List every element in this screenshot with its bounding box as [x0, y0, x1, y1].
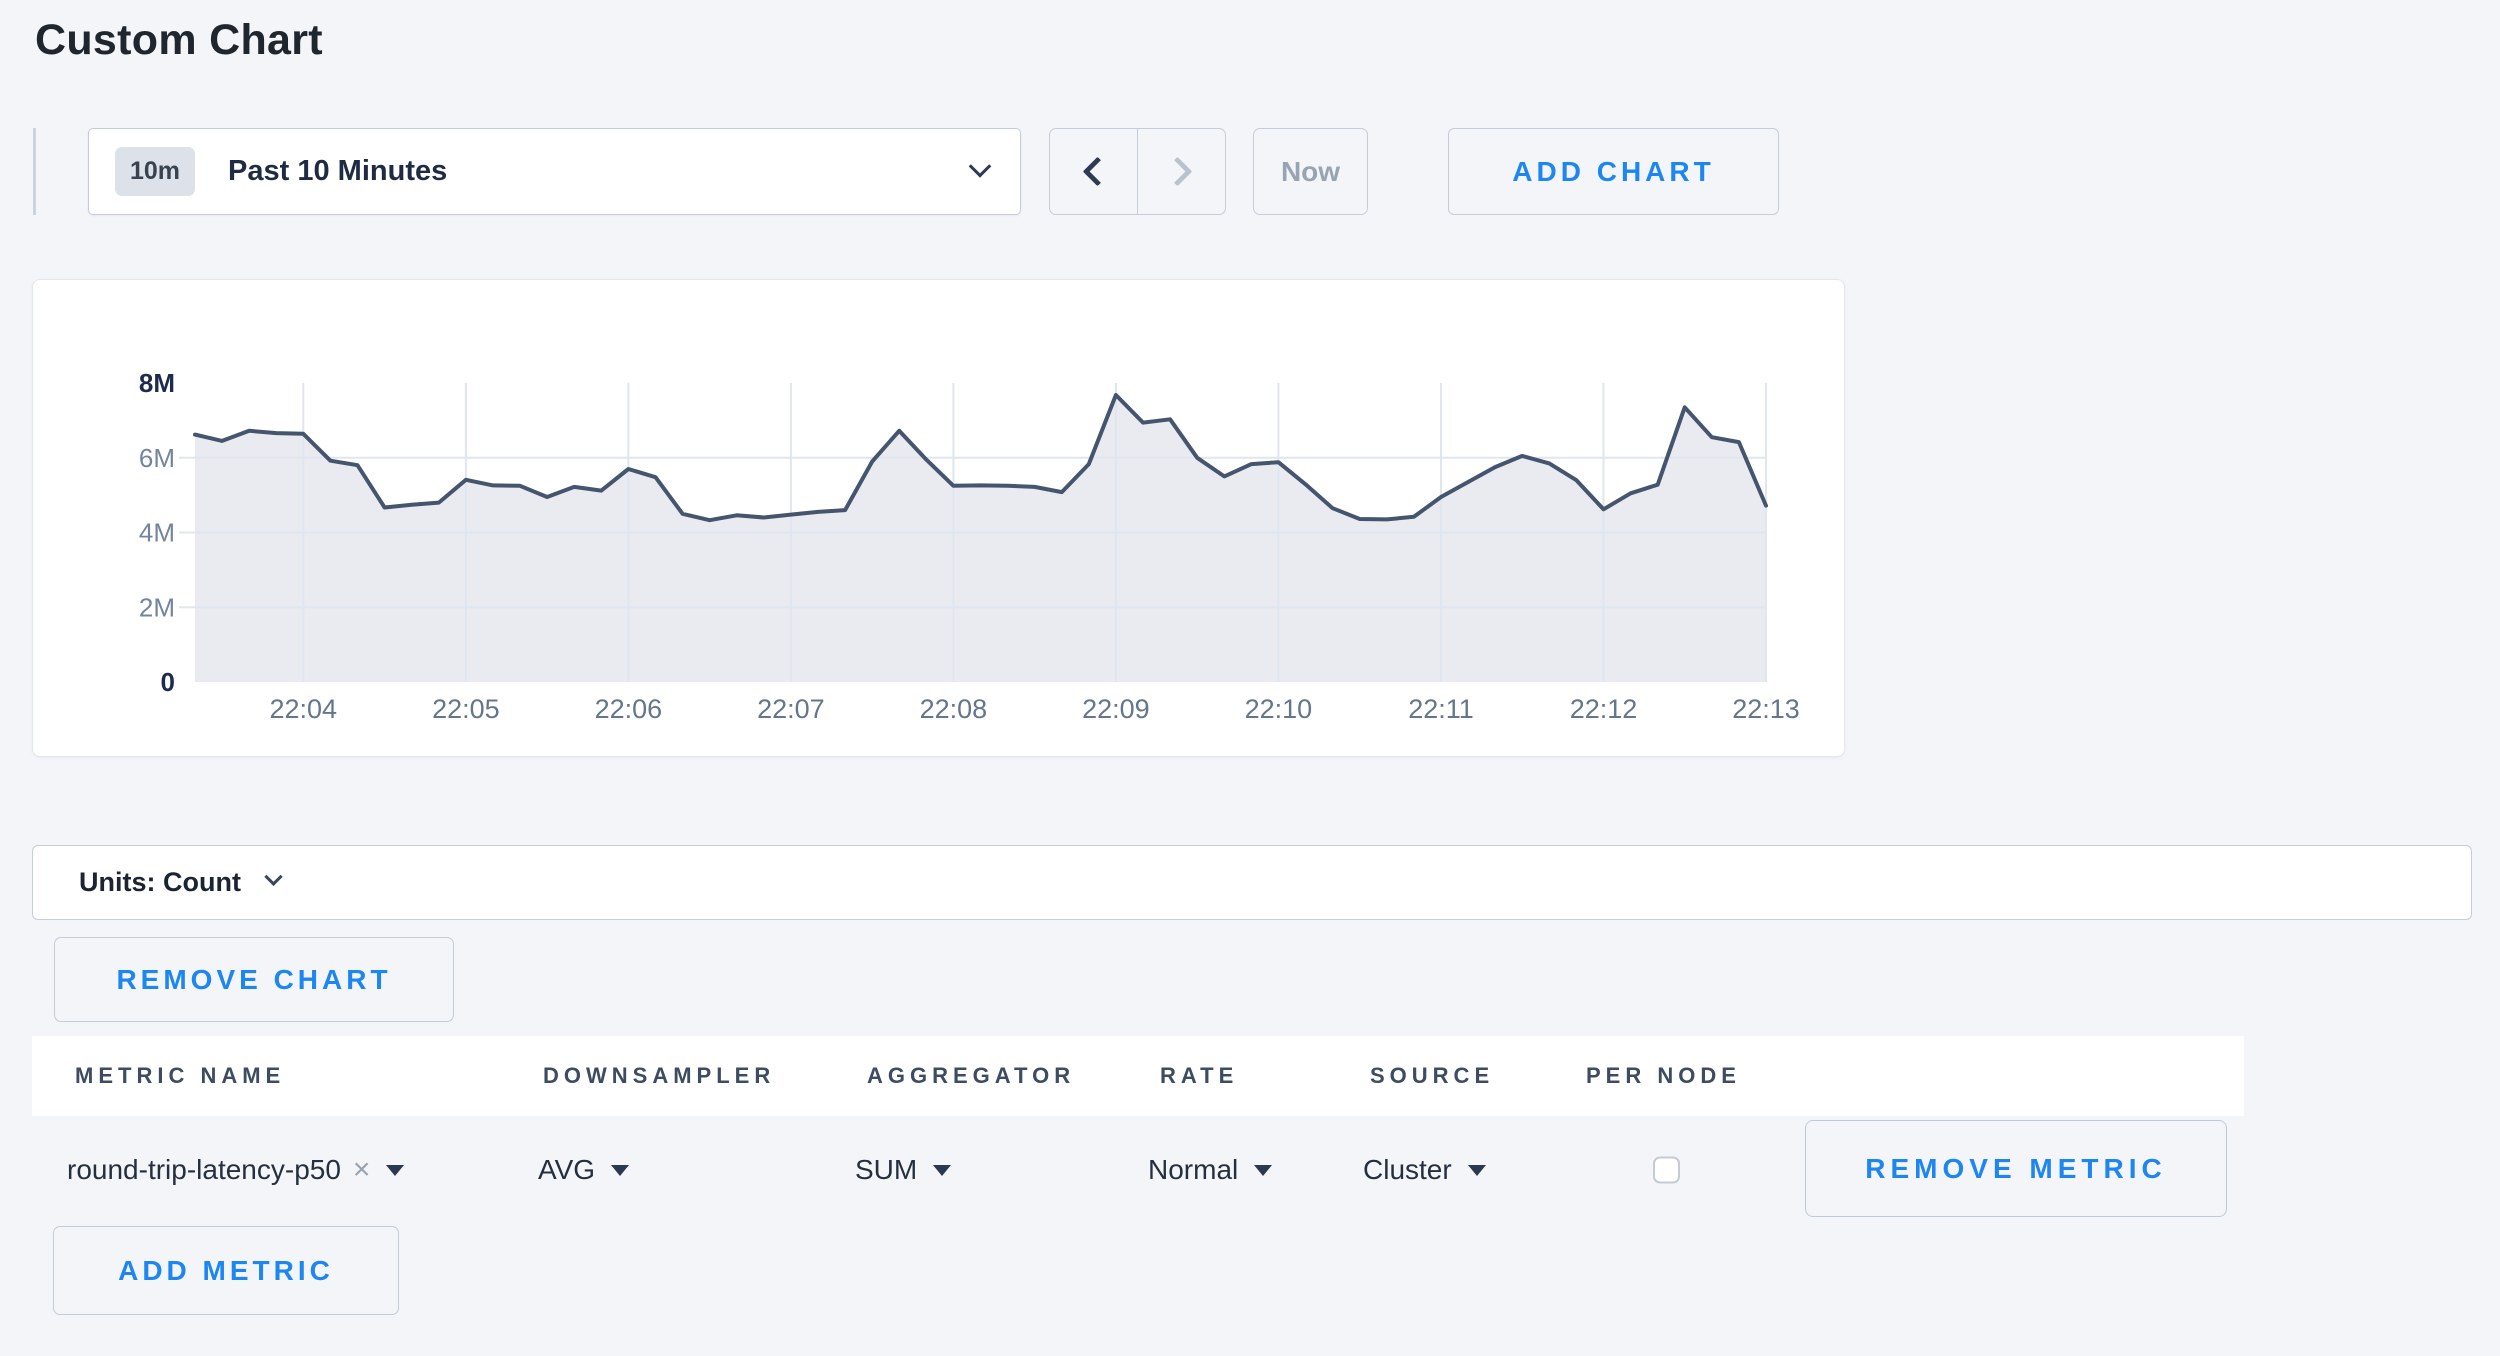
x-axis-tick-label: 22:09	[1082, 694, 1150, 724]
rate-value: Normal	[1148, 1154, 1239, 1185]
x-axis-tick-label: 22:07	[757, 694, 825, 724]
time-range-dropdown[interactable]: 10m Past 10 Minutes	[88, 128, 1021, 215]
x-axis-tick-label: 22:11	[1408, 694, 1474, 724]
caret-down-icon	[1254, 1164, 1273, 1176]
y-axis-tick-label: 0	[161, 667, 175, 697]
per-node-cell	[1653, 1156, 1680, 1184]
column-header-aggregator: AGGREGATOR	[867, 1063, 1076, 1088]
chevron-left-icon	[1082, 156, 1113, 187]
aggregator-value: SUM	[855, 1154, 918, 1185]
x-axis-tick-label: 22:12	[1570, 694, 1638, 724]
caret-down-icon	[386, 1164, 405, 1176]
section-divider	[33, 128, 36, 215]
y-axis-tick-label: 8M	[139, 368, 175, 398]
now-button[interactable]: Now	[1253, 128, 1368, 215]
column-header-metric-name: METRIC NAME	[75, 1063, 286, 1088]
metric-row: round-trip-latency-p50 × AVG SUM Normal …	[32, 1116, 2244, 1224]
source-dropdown[interactable]: Cluster	[1363, 1154, 1486, 1186]
y-axis-tick-label: 4M	[139, 518, 175, 548]
x-axis-tick-label: 22:10	[1245, 694, 1313, 724]
remove-metric-button[interactable]: REMOVE METRIC	[1805, 1120, 2227, 1217]
y-axis-tick-label: 6M	[139, 443, 175, 473]
units-label: Units: Count	[79, 867, 241, 897]
downsampler-dropdown[interactable]: AVG	[538, 1154, 630, 1186]
x-axis-tick-label: 22:06	[595, 694, 663, 724]
prev-time-button[interactable]	[1050, 129, 1137, 214]
metric-name-dropdown[interactable]: round-trip-latency-p50 ×	[67, 1153, 405, 1187]
source-value: Cluster	[1363, 1154, 1452, 1185]
aggregator-dropdown[interactable]: SUM	[855, 1154, 952, 1186]
x-axis-tick-label: 22:13	[1732, 694, 1800, 724]
downsampler-value: AVG	[538, 1154, 596, 1185]
metric-name-value: round-trip-latency-p50	[67, 1154, 341, 1185]
units-dropdown[interactable]: Units: Count	[32, 845, 2472, 920]
caret-down-icon	[933, 1164, 952, 1176]
chevron-down-icon	[264, 867, 283, 887]
column-header-downsampler: DOWNSAMPLER	[543, 1063, 776, 1088]
add-metric-button[interactable]: ADD METRIC	[53, 1226, 399, 1315]
time-range-label: Past 10 Minutes	[228, 155, 448, 187]
caret-down-icon	[1467, 1164, 1486, 1176]
chart-area-fill	[195, 395, 1766, 682]
time-range-badge: 10m	[115, 147, 196, 196]
rate-dropdown[interactable]: Normal	[1148, 1154, 1273, 1186]
x-axis-tick-label: 22:04	[270, 694, 338, 724]
add-chart-button[interactable]: ADD CHART	[1448, 128, 1779, 215]
page-title: Custom Chart	[35, 16, 323, 64]
chevron-down-icon	[968, 154, 992, 178]
time-pager	[1049, 128, 1226, 215]
y-axis-tick-label: 2M	[139, 592, 175, 622]
x-axis-tick-label: 22:08	[920, 694, 988, 724]
next-time-button[interactable]	[1137, 129, 1225, 214]
chevron-right-icon	[1162, 156, 1193, 187]
column-header-per-node: PER NODE	[1586, 1063, 1741, 1088]
column-header-rate: RATE	[1160, 1063, 1239, 1088]
close-icon[interactable]: ×	[352, 1153, 371, 1186]
metrics-table-header: METRIC NAME DOWNSAMPLER AGGREGATOR RATE …	[32, 1036, 2244, 1116]
chart-card: 0 2M 4M 6M 8M 22:04 22:05 22:06 22:07 22:08 22:09 2…	[32, 279, 1845, 757]
x-axis-tick-label: 22:05	[432, 694, 500, 724]
time-controls: 10m Past 10 Minutes Now ADD CHART	[33, 128, 1779, 215]
per-node-checkbox[interactable]	[1653, 1156, 1680, 1184]
caret-down-icon	[611, 1164, 630, 1176]
time-series-chart: 0 2M 4M 6M 8M 22:04 22:05 22:06 22:07 22:08 22:09 2…	[139, 368, 1800, 724]
chart-line	[193, 393, 1768, 523]
column-header-source: SOURCE	[1370, 1063, 1495, 1088]
remove-chart-button[interactable]: REMOVE CHART	[54, 937, 454, 1022]
